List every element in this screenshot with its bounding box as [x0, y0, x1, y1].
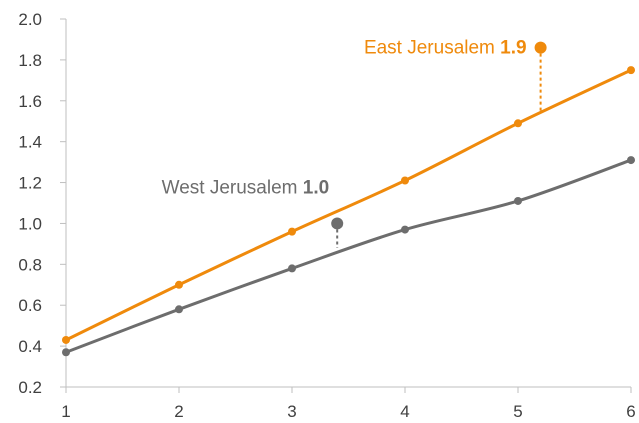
west-jerusalem-marker: [331, 217, 344, 230]
east-jerusalem-point: [401, 176, 409, 185]
y-tick-label: 1.4: [18, 133, 42, 152]
west-jerusalem-annotation-value: 1.0: [303, 177, 329, 198]
x-tick-label: 6: [626, 402, 635, 421]
x-tick-label: 3: [287, 402, 296, 421]
east-jerusalem-point: [514, 119, 522, 128]
series-lines: [62, 66, 635, 357]
east-jerusalem-point: [175, 280, 183, 289]
west-jerusalem-annotation: West Jerusalem 1.0: [162, 177, 330, 198]
y-tick-label: 2.0: [18, 10, 42, 29]
east-jerusalem-line: [64, 68, 633, 342]
y-tick-label: 1.0: [18, 214, 42, 233]
west-jerusalem-point: [401, 225, 409, 234]
east-jerusalem-annotation-value: 1.9: [500, 38, 526, 59]
x-tick-label: 4: [400, 402, 409, 421]
x-tick-label: 1: [61, 402, 70, 421]
west-jerusalem-annotation-label: West Jerusalem: [162, 177, 303, 198]
y-tick-label: 1.2: [18, 174, 42, 193]
west-jerusalem-point: [627, 156, 635, 165]
y-tick-label: 0.2: [18, 378, 42, 397]
east-jerusalem-marker: [534, 41, 547, 54]
west-jerusalem-point: [175, 305, 183, 314]
west-jerusalem-point: [288, 264, 296, 273]
east-jerusalem-annotation-label: East Jerusalem: [364, 38, 500, 59]
y-tick-label: 1.8: [18, 51, 42, 70]
y-tick-label: 0.6: [18, 296, 42, 315]
east-jerusalem-annotation: East Jerusalem 1.9: [364, 38, 527, 59]
west-jerusalem-point: [514, 196, 522, 205]
east-jerusalem-point: [627, 66, 635, 75]
east-jerusalem-point: [288, 227, 296, 236]
west-jerusalem-point: [62, 348, 70, 357]
x-tick-label: 5: [513, 402, 522, 421]
east-jerusalem-point: [62, 335, 70, 344]
annotations: East Jerusalem 1.9 West Jerusalem 1.0: [162, 38, 547, 248]
west-jerusalem-line: [64, 158, 633, 354]
x-tick-label: 2: [174, 402, 183, 421]
y-tick-label: 0.4: [18, 337, 42, 356]
axes: 0.2 0.4 0.6 0.8 1.0 1.2 1.4 1.6 1.8 2.0 1 2 3 4 5 6: [18, 10, 635, 421]
y-tick-label: 0.8: [18, 255, 42, 274]
y-tick-label: 1.6: [18, 92, 42, 111]
